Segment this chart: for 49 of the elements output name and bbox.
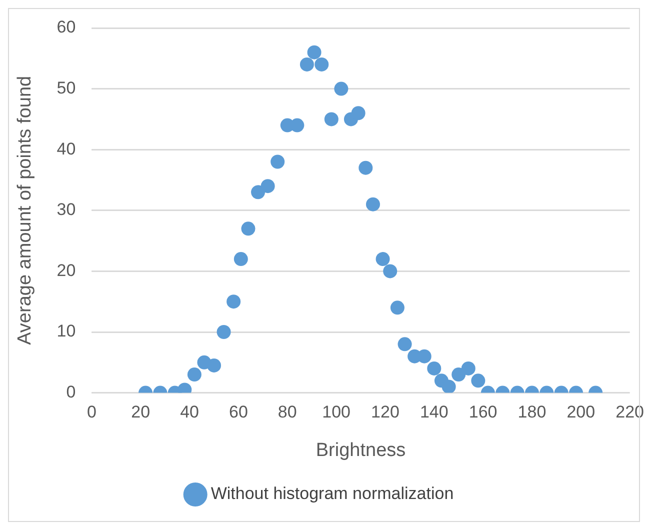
- x-tick-label: 180: [518, 402, 546, 422]
- x-tick-label: 20: [131, 402, 150, 422]
- y-tick-label: 50: [56, 78, 76, 98]
- x-tick-label: 160: [468, 402, 498, 422]
- x-tick-label: 40: [180, 402, 200, 422]
- x-tick-label: 200: [566, 402, 596, 422]
- x-tick-label: 0: [86, 402, 96, 422]
- x-tick-label: 60: [229, 402, 248, 422]
- y-tick-label: 30: [56, 200, 76, 220]
- y-tick-label: 40: [56, 139, 76, 158]
- point: [334, 82, 348, 96]
- point: [270, 154, 285, 169]
- x-tick-label: 120: [371, 402, 400, 422]
- point: [461, 361, 476, 376]
- y-tick-label: 60: [56, 18, 76, 37]
- x-tick-label: 140: [420, 402, 448, 422]
- point: [390, 300, 404, 315]
- point: [187, 368, 202, 382]
- point: [207, 358, 222, 372]
- point: [307, 45, 322, 60]
- point: [351, 106, 366, 120]
- legend-label: Without histogram normalization: [210, 484, 454, 504]
- x-tick-label: 220: [616, 402, 644, 422]
- point: [251, 185, 266, 200]
- point: [241, 222, 256, 236]
- point: [216, 325, 231, 339]
- x-tick-label: 80: [278, 402, 297, 422]
- point: [442, 380, 456, 393]
- y-tick-label: 10: [56, 322, 76, 341]
- y-axis-title: Average amount of points found: [14, 76, 36, 345]
- point: [358, 160, 373, 175]
- point: [383, 264, 398, 278]
- point: [314, 57, 329, 72]
- point: [324, 112, 338, 126]
- point: [260, 179, 275, 194]
- x-axis-title: Brightness: [316, 440, 406, 461]
- point: [398, 337, 412, 352]
- point: [226, 294, 241, 309]
- point: [366, 197, 380, 212]
- y-tick-label: 0: [66, 382, 76, 402]
- point: [376, 252, 390, 266]
- point: [427, 361, 442, 376]
- point: [452, 368, 466, 382]
- point: [300, 57, 314, 72]
- y-tick-label: 20: [56, 260, 76, 280]
- point: [471, 374, 486, 388]
- point: [290, 118, 304, 132]
- x-tick-label: 100: [322, 402, 350, 422]
- point: [234, 252, 248, 266]
